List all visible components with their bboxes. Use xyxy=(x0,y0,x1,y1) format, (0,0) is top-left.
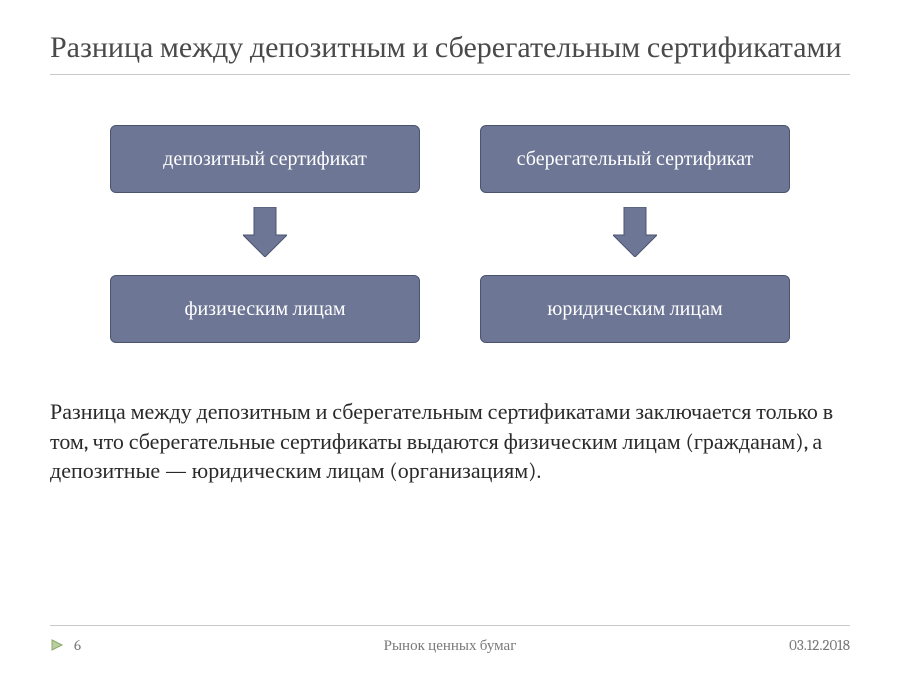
diagram-box-bottom: юридическим лицам xyxy=(480,275,790,343)
footer: 6 Рынок ценных бумаг 03.12.2018 xyxy=(50,625,850,654)
title-rule xyxy=(50,74,850,75)
diagram-box-top: сберегательный сертификат xyxy=(480,125,790,193)
page-number: 6 xyxy=(74,636,81,654)
slide-title: Разница между депозитным и сберегательны… xyxy=(50,30,850,66)
footer-center-text: Рынок ценных бумаг xyxy=(384,636,517,655)
footer-date: 03.12.2018 xyxy=(789,636,850,654)
description-text: Разница между депозитным и сберегательны… xyxy=(50,398,850,625)
diagram-box-bottom: физическим лицам xyxy=(110,275,420,343)
diagram-column-0: депозитный сертификат физическим лицам xyxy=(110,125,420,343)
arrow-down-icon xyxy=(613,207,657,261)
diagram: депозитный сертификат физическим лицам сбе… xyxy=(50,125,850,343)
bullet-icon xyxy=(50,638,64,652)
arrow-down-icon xyxy=(243,207,287,261)
slide: Разница между депозитным и сберегательны… xyxy=(0,0,900,674)
diagram-column-1: сберегательный сертификат юридическим лиц… xyxy=(480,125,790,343)
diagram-box-top: депозитный сертификат xyxy=(110,125,420,193)
